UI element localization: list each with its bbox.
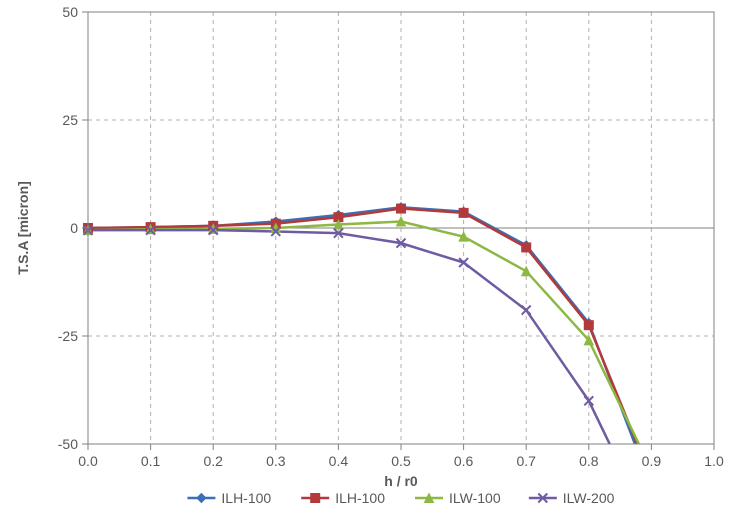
x-tick-label: 0.9 xyxy=(642,453,662,469)
legend-item-ilw-200: ILW-200 xyxy=(529,490,615,506)
x-tick-label: 0.7 xyxy=(516,453,536,469)
x-tick-label: 0.4 xyxy=(329,453,349,469)
y-tick-label: -50 xyxy=(58,436,78,452)
legend-label: ILH-100 xyxy=(221,490,271,506)
legend-label: ILW-200 xyxy=(563,490,615,506)
legend-item-ilh-100-red: ILH-100 xyxy=(301,490,385,506)
tsa-chart: 0.0 0.1 0.2 0.3 0.4 0.5 0.6 0.7 0.8 0.9 1.0 -50 -25… xyxy=(0,0,750,520)
x-tick-label: 0.2 xyxy=(203,453,223,469)
y-tick-labels: -50 -25 0 25 50 xyxy=(58,4,78,452)
x-tick-label: 0.3 xyxy=(266,453,286,469)
x-tick-label: 1.0 xyxy=(704,453,724,469)
x-tick-label: 0.6 xyxy=(454,453,474,469)
x-tick-label: 0.5 xyxy=(391,453,411,469)
y-tick-label: 0 xyxy=(70,220,78,236)
legend-label: ILW-100 xyxy=(449,490,501,506)
y-tick-label: -25 xyxy=(58,328,78,344)
y-tick-label: 25 xyxy=(62,112,78,128)
y-ticks xyxy=(82,12,88,444)
x-ticks xyxy=(88,444,714,450)
legend-item-ilw-100: ILW-100 xyxy=(415,490,501,506)
legend-label: ILH-100 xyxy=(335,490,385,506)
x-axis-title: h / r0 xyxy=(384,473,418,489)
y-tick-label: 50 xyxy=(62,4,78,20)
x-tick-label: 0.0 xyxy=(78,453,98,469)
legend-item-ilh-100-blue: ILH-100 xyxy=(187,490,271,506)
legend: ILH-100 ILH-100 ILW-100 ILW-200 xyxy=(187,490,614,506)
x-tick-labels: 0.0 0.1 0.2 0.3 0.4 0.5 0.6 0.7 0.8 0.9 1.0 xyxy=(78,453,724,469)
x-tick-label: 0.8 xyxy=(579,453,599,469)
x-tick-label: 0.1 xyxy=(141,453,161,469)
y-axis-title: T.S.A [micron] xyxy=(15,181,31,275)
